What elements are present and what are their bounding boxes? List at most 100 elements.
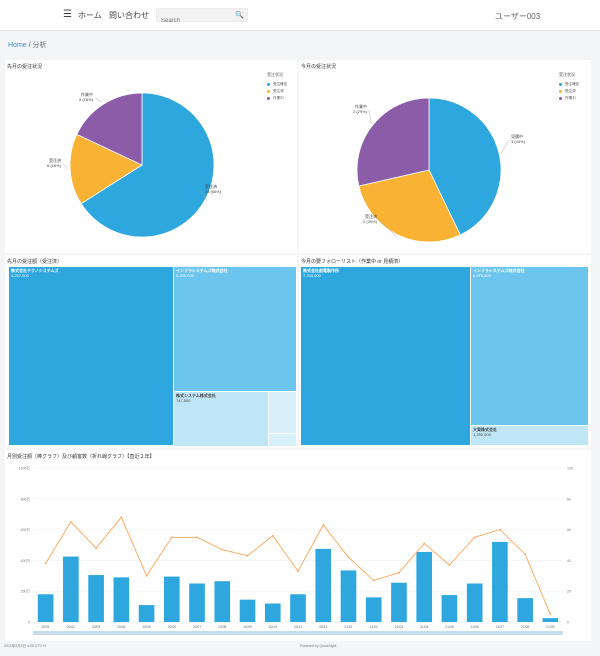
bar[interactable] (315, 548, 332, 622)
breadcrumb-home-link[interactable]: Home (8, 42, 27, 49)
bar[interactable] (492, 541, 508, 622)
line-point[interactable] (246, 554, 249, 557)
legend-item[interactable]: 作業中 (559, 96, 579, 101)
legend-swatch (267, 97, 270, 100)
line-point[interactable] (221, 548, 224, 551)
line-point[interactable] (95, 547, 97, 549)
nav-link-contact[interactable]: 問い合わせ (109, 11, 149, 20)
line-point[interactable] (423, 542, 426, 545)
bar[interactable] (63, 556, 79, 622)
line-point[interactable] (398, 571, 400, 574)
bar[interactable] (290, 594, 306, 622)
pie-label-leader (62, 163, 69, 170)
y-tick-label-left: 0 (28, 621, 30, 625)
legend-swatch (559, 97, 562, 100)
pie-slice-label: 作業中 (355, 103, 367, 109)
pie-slice-label: 受注済 (365, 213, 377, 219)
pie-panel-last-month: 先月の受注状況 受注済 33 (66%) 受注済 8 (16%) 作業中 9 (18%) … (5, 60, 297, 253)
chart-scrollbar-thumb[interactable] (33, 631, 563, 635)
treemap-tile[interactable]: 株式システム株式会社 747,500 (173, 391, 269, 447)
line-point[interactable] (448, 564, 451, 566)
pie-label-leader (378, 219, 398, 237)
bar[interactable] (416, 551, 433, 622)
bar[interactable] (214, 581, 231, 622)
search-input[interactable] (157, 15, 233, 27)
bar[interactable] (37, 594, 54, 622)
search-box: 🔍 (156, 8, 248, 27)
line-point[interactable] (145, 574, 148, 577)
pie-slice-label: 受注済 (205, 183, 217, 189)
treemap-tile[interactable]: インフラシステムズ株式会社 2,200,000 (173, 266, 297, 392)
treemap-tile[interactable]: 大東株式会社 1,250,000 (470, 425, 589, 446)
legend-item[interactable]: 受注済 (267, 89, 287, 94)
line-point[interactable] (499, 528, 501, 531)
line-point[interactable] (524, 553, 527, 556)
y-tick-label-right: 40 (567, 559, 571, 563)
bar[interactable] (466, 583, 483, 623)
pie-slice-label: 33 (66%) (205, 189, 222, 194)
bar[interactable] (239, 599, 256, 622)
legend-item[interactable]: 受注確定 (559, 82, 579, 87)
footer-timestamp: 2021年9月2日 4:00 UTC+9 (4, 644, 47, 648)
line-point[interactable] (297, 570, 299, 573)
bar[interactable] (113, 577, 130, 622)
line-point[interactable] (322, 524, 325, 526)
line-point[interactable] (69, 521, 72, 523)
line-point[interactable] (44, 562, 47, 565)
bar[interactable] (189, 583, 205, 623)
pie-slice[interactable] (80, 92, 215, 238)
tile-value: 1,250,000 (473, 431, 491, 437)
bar[interactable] (391, 582, 407, 622)
bar[interactable] (517, 598, 533, 622)
x-tick-label: 21/06 (471, 625, 479, 629)
x-tick-label: 20/06 (168, 625, 176, 629)
x-tick-label: 20/08 (218, 625, 226, 629)
legend-item[interactable]: 受注済 (559, 89, 579, 94)
treemap-tile[interactable] (268, 433, 297, 447)
line-point[interactable] (271, 534, 274, 537)
x-tick-label: 21/02 (370, 625, 378, 629)
user-menu[interactable]: ユーザー003 (495, 12, 541, 21)
treemap-tile[interactable]: インフラシステムズ株式会社 6,975,000 (470, 266, 589, 426)
line-point[interactable] (347, 556, 350, 559)
y-tick-label-right: 80 (567, 497, 571, 501)
line-point[interactable] (120, 516, 123, 519)
breadcrumb-current: 分析 (32, 42, 47, 49)
line-point[interactable] (170, 536, 173, 539)
treemap-tile[interactable] (268, 391, 297, 434)
panel-title: 今月の受注状況 (301, 64, 337, 70)
nav-link-home[interactable]: ホーム (78, 11, 102, 20)
pie-slice[interactable] (69, 133, 143, 205)
tile-name: 大東株式会社 (473, 427, 497, 432)
y-tick-label-right: 20 (567, 590, 571, 594)
tile-value: 2,200,000 (176, 272, 194, 278)
treemap-tile[interactable]: 株式会社テクノシステムズ 4,257,000 (8, 266, 174, 446)
bar[interactable] (340, 570, 357, 622)
bar[interactable] (264, 603, 281, 622)
pie-slice[interactable] (76, 92, 143, 166)
legend-item[interactable]: 作業中 (267, 96, 287, 101)
pie-slice[interactable] (428, 97, 502, 236)
bar[interactable] (542, 618, 559, 622)
panel-title: 月別受注額（棒グラフ）及び顧客数（折れ線グラフ）【直近２年】 (7, 454, 155, 460)
treemap-tile[interactable]: 株式会社創電製作所 7,700,000 (300, 266, 471, 446)
line-point[interactable] (549, 613, 552, 616)
hamburger-menu-icon[interactable]: ☰ (63, 9, 72, 20)
bar[interactable] (441, 595, 458, 622)
bar[interactable] (88, 575, 104, 622)
combo-chart[interactable]: 0 0 200万 20 400万 40 600万 60 800万 80 1000万 100 20/01 2… (5, 450, 591, 641)
legend-item[interactable]: 受注確定 (267, 82, 287, 87)
line-point[interactable] (372, 579, 375, 582)
pie-legend: 受注状況 受注確定 受注済 作業中 (559, 72, 579, 103)
pie-slice[interactable] (356, 97, 430, 187)
line-point[interactable] (196, 536, 198, 539)
legend-swatch (559, 83, 562, 86)
bar[interactable] (138, 605, 155, 622)
pie-slice[interactable] (358, 169, 461, 243)
search-icon[interactable]: 🔍 (235, 12, 244, 19)
line-point[interactable] (473, 536, 476, 539)
bar[interactable] (365, 597, 382, 622)
bar[interactable] (163, 576, 180, 622)
